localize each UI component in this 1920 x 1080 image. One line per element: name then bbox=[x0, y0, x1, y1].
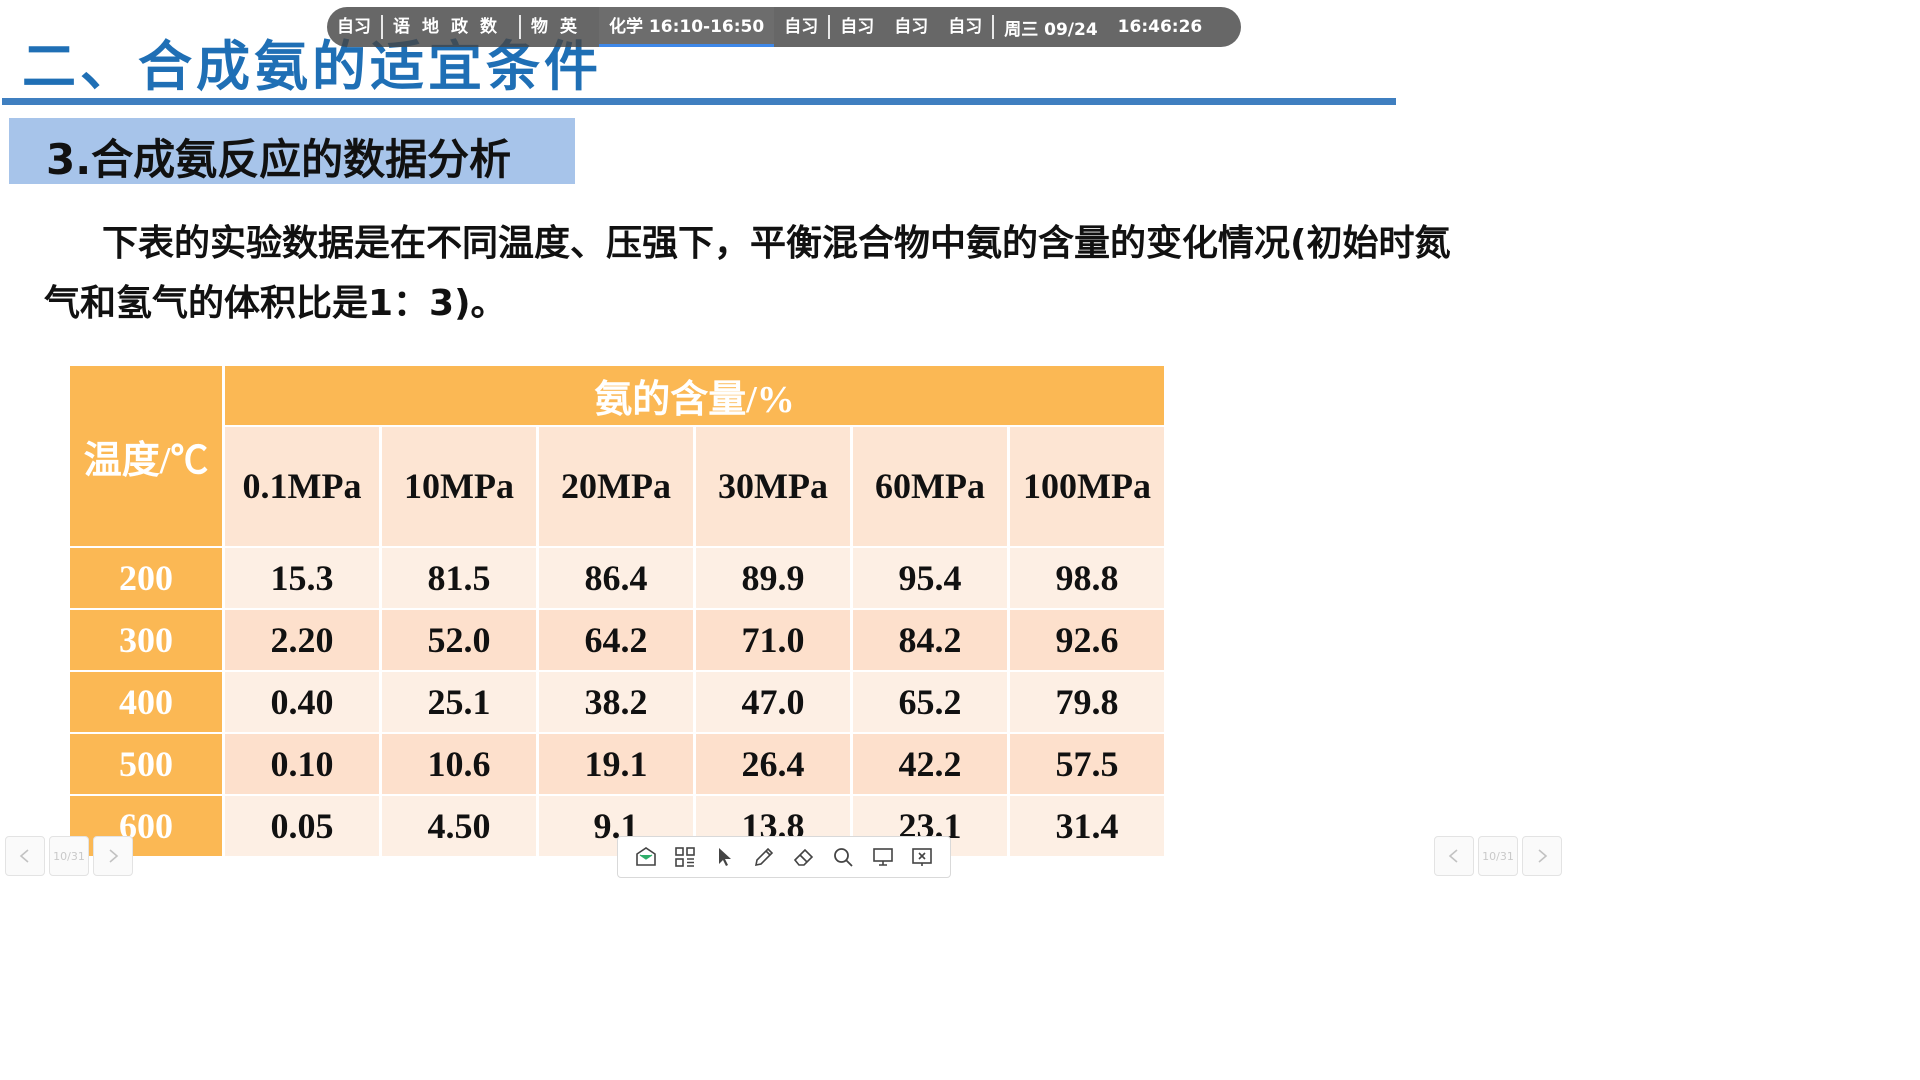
class-app-button[interactable] bbox=[631, 842, 661, 872]
schedule-item[interactable]: 自习 bbox=[784, 17, 819, 37]
qr-grid-icon bbox=[675, 847, 696, 867]
pressure-header: 20MPa bbox=[539, 426, 693, 546]
table-cell: 4.50 bbox=[382, 796, 536, 856]
table-cell: 71.0 bbox=[696, 610, 850, 670]
pressure-header: 0.1MPa bbox=[225, 426, 379, 546]
temperature-header: 温度/℃ bbox=[70, 366, 222, 546]
schedule-item-current[interactable]: 化学 16:10-16:50 bbox=[599, 7, 775, 47]
row-temperature: 500 bbox=[70, 734, 222, 794]
table-cell: 57.5 bbox=[1010, 734, 1164, 794]
table-cell: 52.0 bbox=[382, 610, 536, 670]
pressure-header: 10MPa bbox=[382, 426, 536, 546]
qr-grid-button[interactable] bbox=[670, 842, 700, 872]
intro-text: 下表的实验数据是在不同温度、压强下，平衡混合物中氨的含量的变化情况(初始时氮气和… bbox=[44, 223, 1451, 324]
next-page-button[interactable] bbox=[1522, 836, 1562, 876]
row-temperature: 300 bbox=[70, 610, 222, 670]
schedule-item[interactable]: 物英 bbox=[531, 17, 589, 37]
class-schedule-bar[interactable]: 自习 语地政数 物英 化学 16:10-16:50 自习 自习 自习 自习 周三… bbox=[327, 7, 1241, 47]
table-cell: 26.4 bbox=[696, 734, 850, 794]
page-indicator[interactable]: 10/31 bbox=[1478, 836, 1518, 876]
pressure-header: 60MPa bbox=[853, 426, 1007, 546]
title-underline bbox=[2, 98, 1396, 105]
table-cell: 10.6 bbox=[382, 734, 536, 794]
ammonia-content-header: 氨的含量/% bbox=[225, 366, 1164, 425]
table-cell: 89.9 bbox=[696, 548, 850, 608]
table-row: 200 15.3 81.5 86.4 89.9 95.4 98.8 bbox=[70, 548, 1164, 608]
table-cell: 38.2 bbox=[539, 672, 693, 732]
next-page-button[interactable] bbox=[93, 836, 133, 876]
schedule-item[interactable]: 自习 bbox=[894, 17, 929, 37]
screen-button[interactable] bbox=[868, 842, 898, 872]
chevron-left-icon bbox=[19, 849, 29, 863]
eraser-icon bbox=[793, 848, 813, 866]
close-presentation-button[interactable] bbox=[907, 842, 937, 872]
schedule-date: 周三 09/24 bbox=[1004, 19, 1098, 40]
row-temperature: 200 bbox=[70, 548, 222, 608]
schedule-item[interactable]: 语地政数 bbox=[393, 17, 509, 37]
pointer-button[interactable] bbox=[710, 842, 740, 872]
schedule-separator bbox=[381, 15, 383, 39]
pen-button[interactable] bbox=[749, 842, 779, 872]
pager-left: 10/31 bbox=[5, 836, 133, 876]
chevron-right-icon bbox=[109, 849, 119, 863]
table-cell: 42.2 bbox=[853, 734, 1007, 794]
schedule-separator bbox=[519, 15, 521, 39]
table-cell: 92.6 bbox=[1010, 610, 1164, 670]
table-row: 300 2.20 52.0 64.2 71.0 84.2 92.6 bbox=[70, 610, 1164, 670]
table-cell: 0.40 bbox=[225, 672, 379, 732]
table-cell: 81.5 bbox=[382, 548, 536, 608]
prev-page-button[interactable] bbox=[5, 836, 45, 876]
table-cell: 31.4 bbox=[1010, 796, 1164, 856]
table-cell: 98.8 bbox=[1010, 548, 1164, 608]
chevron-left-icon bbox=[1448, 849, 1458, 863]
chevron-right-icon bbox=[1538, 849, 1548, 863]
screen-icon bbox=[872, 848, 893, 866]
table-row: 400 0.40 25.1 38.2 47.0 65.2 79.8 bbox=[70, 672, 1164, 732]
pressure-header: 30MPa bbox=[696, 426, 850, 546]
table-cell: 0.10 bbox=[225, 734, 379, 794]
table-cell: 84.2 bbox=[853, 610, 1007, 670]
search-icon bbox=[834, 848, 853, 867]
pager-right: 10/31 bbox=[1434, 836, 1562, 876]
schedule-item[interactable]: 自习 bbox=[840, 17, 875, 37]
table-cell: 19.1 bbox=[539, 734, 693, 794]
pressure-header: 100MPa bbox=[1010, 426, 1164, 546]
table-row: 500 0.10 10.6 19.1 26.4 42.2 57.5 bbox=[70, 734, 1164, 794]
prev-page-button[interactable] bbox=[1434, 836, 1474, 876]
table-cell: 79.8 bbox=[1010, 672, 1164, 732]
row-temperature: 400 bbox=[70, 672, 222, 732]
search-button[interactable] bbox=[828, 842, 858, 872]
table-cell: 47.0 bbox=[696, 672, 850, 732]
section-title: 3.合成氨反应的数据分析 bbox=[46, 135, 512, 184]
table-cell: 15.3 bbox=[225, 548, 379, 608]
schedule-item[interactable]: 自习 bbox=[337, 17, 371, 37]
pointer-icon bbox=[718, 848, 731, 866]
page-indicator[interactable]: 10/31 bbox=[49, 836, 89, 876]
schedule-clock: 16:46:26 bbox=[1117, 17, 1203, 37]
pen-icon bbox=[755, 847, 774, 867]
table-cell: 86.4 bbox=[539, 548, 693, 608]
section-title-box bbox=[9, 118, 575, 184]
schedule-item[interactable]: 自习 bbox=[948, 17, 983, 37]
class-app-icon bbox=[635, 847, 656, 866]
table-cell: 65.2 bbox=[853, 672, 1007, 732]
table-cell: 64.2 bbox=[539, 610, 693, 670]
presentation-toolbar bbox=[617, 836, 951, 878]
schedule-separator bbox=[992, 15, 995, 39]
schedule-separator bbox=[828, 15, 831, 39]
close-presentation-icon bbox=[912, 848, 933, 866]
eraser-button[interactable] bbox=[789, 842, 819, 872]
table-cell: 95.4 bbox=[853, 548, 1007, 608]
table-cell: 0.05 bbox=[225, 796, 379, 856]
ammonia-data-table: 温度/℃ 氨的含量/% 0.1MPa 10MPa 20MPa 30MPa 60M… bbox=[67, 364, 1167, 858]
table-cell: 2.20 bbox=[225, 610, 379, 670]
table-cell: 25.1 bbox=[382, 672, 536, 732]
